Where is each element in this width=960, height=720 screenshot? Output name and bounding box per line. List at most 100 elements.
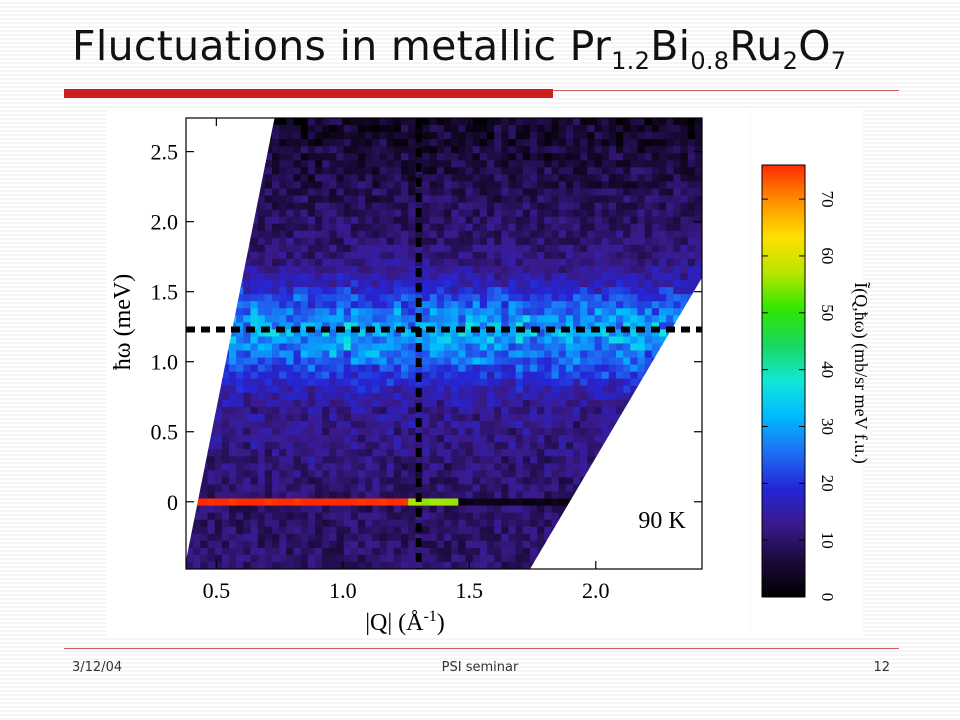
heatmap-cell [623,392,631,401]
heatmap-cell [293,230,302,239]
heatmap-cell [293,449,302,457]
heatmap-cell [279,456,287,464]
heatmap-cell [257,301,266,309]
heatmap-cell [479,547,488,556]
heatmap-cell [315,251,323,260]
heatmap-cell [551,266,560,274]
heatmap-cell [623,399,631,408]
heatmap-cell [365,350,373,359]
heatmap-cell [272,125,280,133]
heatmap-cell [401,505,409,514]
heatmap-cell [522,378,531,387]
heatmap-cell [236,449,244,457]
heatmap-cell [472,357,481,366]
heatmap-cell [264,195,273,204]
heatmap-cell [300,505,309,514]
heatmap-cell [243,336,252,345]
heatmap-cell [408,428,416,436]
heatmap-cell [501,399,510,408]
heatmap-cell [673,181,682,189]
heatmap-cell [386,406,395,415]
heatmap-cell [508,562,517,569]
heatmap-cell [436,237,445,246]
heatmap-cell [479,202,488,211]
heatmap-cell [630,280,639,288]
heatmap-cell [565,167,574,175]
heatmap-cell [508,280,517,288]
heatmap-cell [508,463,517,471]
heatmap-cell [659,160,667,168]
heatmap-cell [401,385,409,394]
heatmap-cell [616,308,624,316]
heatmap-cell [307,357,316,366]
heatmap-cell [336,463,345,471]
heatmap-cell [479,209,488,218]
heatmap-cell [336,209,345,218]
heatmap-cell [465,519,474,528]
heatmap-cell [315,280,323,288]
heatmap-cell [386,449,395,457]
heatmap-cell [422,139,431,147]
heatmap-cell [444,258,452,267]
heatmap-cell [666,244,674,253]
heatmap-cell [229,329,237,337]
heatmap-cell [694,146,702,154]
heatmap-cell [358,449,366,457]
heatmap-cell [329,287,338,295]
heatmap-cell [307,301,316,309]
heatmap-cell [279,336,287,345]
heatmap-cell [272,237,280,246]
heatmap-cell [659,273,667,281]
heatmap-cell [508,505,517,514]
heatmap-cell [336,484,345,492]
heatmap-cell [401,181,409,189]
heatmap-cell [530,399,538,408]
heatmap-cell [637,336,646,345]
heatmap-cell [408,442,416,450]
heatmap-cell [379,371,388,380]
heatmap-cell [372,414,381,422]
heatmap-cell [637,266,646,274]
heatmap-cell [494,308,502,316]
heatmap-cell [322,498,330,507]
heatmap-cell [494,181,502,189]
heatmap-cell [494,428,502,436]
heatmap-cell [365,533,373,542]
heatmap-cell [272,287,280,295]
heatmap-cell [300,498,309,507]
heatmap-cell [601,139,610,147]
heatmap-cell [315,378,323,387]
heatmap-cell [257,406,266,415]
heatmap-cell [558,167,567,175]
heatmap-cell [236,526,244,535]
heatmap-cell [630,202,639,211]
heatmap-cell [358,209,366,218]
heatmap-cell [487,322,495,330]
heatmap-cell [501,118,510,126]
heatmap-cell [307,364,316,373]
heatmap-cell [608,329,617,337]
heatmap-cell [444,223,452,232]
heatmap-cell [279,230,287,239]
heatmap-cell [522,406,531,415]
heatmap-cell [551,385,560,394]
heatmap-cell [594,392,603,401]
heatmap-cell [666,181,674,189]
heatmap-cell [386,329,395,337]
heatmap-cell [537,308,545,316]
heatmap-cell [193,554,201,563]
heatmap-cell [408,181,416,189]
heatmap-cell [429,364,438,373]
heatmap-cell [315,456,323,464]
heatmap-cell [501,258,510,267]
heatmap-cell [329,449,338,457]
heatmap-cell [393,371,402,380]
heatmap-cell [243,484,252,492]
heatmap-cell [472,280,481,288]
heatmap-cell [401,188,409,197]
heatmap-cell [386,237,395,246]
heatmap-cell [386,287,395,295]
heatmap-cell [329,266,338,274]
heatmap-cell [472,308,481,316]
heatmap-cell [573,258,581,267]
